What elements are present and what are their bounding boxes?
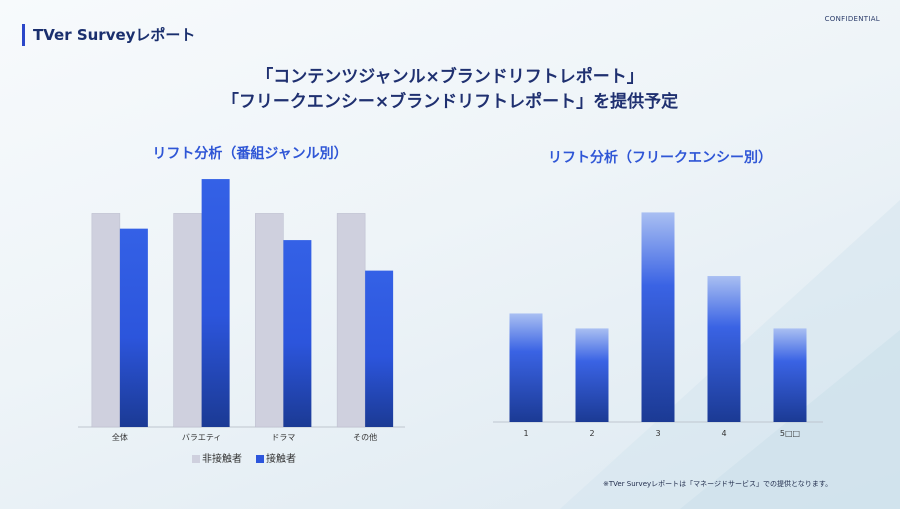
frequency-bar-0 <box>509 313 543 422</box>
genre-bar-non-exposed-2 <box>255 213 284 428</box>
genre-chart-title: リフト分析（番組ジャンル別） <box>152 146 348 162</box>
title-accent-bar <box>22 24 25 46</box>
frequency-bar-2 <box>641 212 675 422</box>
report-label: TVer Surveyレポート <box>33 26 196 44</box>
footnote: ※TVer Surveyレポートは「マネージドサービス」での提供となります。 <box>603 480 833 488</box>
headline-line-2: 「フリークエンシー×ブランドリフトレポート」を提供予定 <box>221 92 679 112</box>
genre-tick-label-2: ドラマ <box>271 433 295 442</box>
legend-swatch-exposed <box>256 455 264 463</box>
frequency-tick-label-4: 5□□ <box>780 429 800 438</box>
confidential-label: CONFIDENTIAL <box>824 15 880 23</box>
genre-bar-exposed-3 <box>365 270 394 427</box>
frequency-bar-4 <box>773 328 807 422</box>
genre-bar-non-exposed-1 <box>173 213 202 428</box>
headline-line-1: 「コンテンツジャンル×ブランドリフトレポート」 <box>256 67 644 87</box>
genre-bar-non-exposed-3 <box>336 213 366 428</box>
frequency-tick-label-1: 2 <box>589 429 594 438</box>
frequency-bar-3 <box>707 276 741 422</box>
genre-bar-non-exposed-0 <box>91 213 121 428</box>
frequency-tick-label-3: 4 <box>721 429 726 438</box>
genre-tick-label-0: 全体 <box>112 432 128 442</box>
genre-bar-exposed-1 <box>201 179 230 427</box>
frequency-tick-label-0: 1 <box>523 429 528 438</box>
frequency-chart-title: リフト分析（フリークエンシー別） <box>548 150 772 166</box>
legend-label-non-exposed: 非接触者 <box>202 452 242 465</box>
genre-bar-exposed-0 <box>119 228 148 427</box>
genre-tick-label-3: その他 <box>353 432 377 442</box>
genre-bar-exposed-2 <box>283 240 312 427</box>
legend-swatch-non-exposed <box>192 455 200 463</box>
genre-tick-label-1: バラエティ <box>182 433 222 442</box>
legend-label-exposed: 接触者 <box>266 452 296 465</box>
frequency-tick-label-2: 3 <box>655 429 660 438</box>
frequency-bar-1 <box>575 328 609 422</box>
